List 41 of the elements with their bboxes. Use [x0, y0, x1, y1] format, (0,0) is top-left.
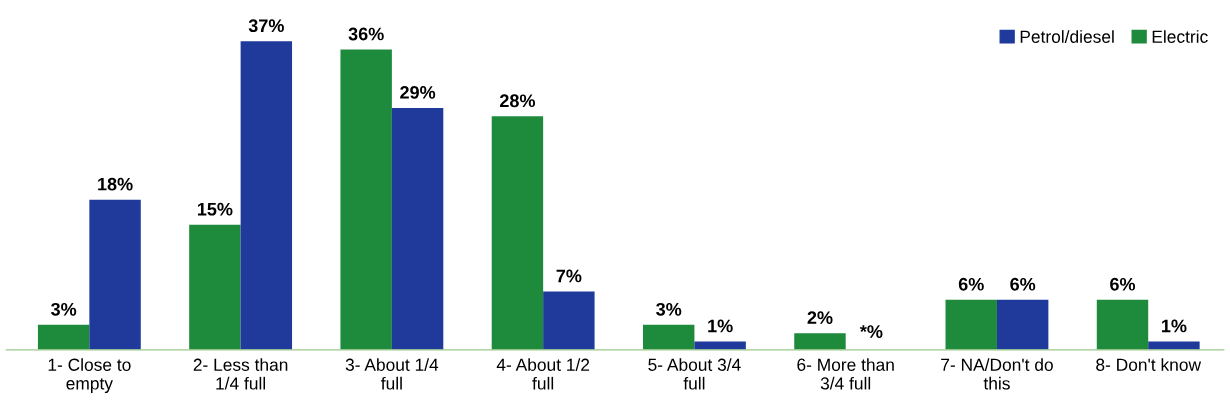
data-label: 6% — [1010, 277, 1036, 291]
data-label: 28% — [499, 94, 536, 108]
bar — [240, 41, 293, 350]
bar — [1148, 341, 1200, 350]
data-label: 2% — [807, 311, 833, 324]
data-label: 29% — [400, 86, 436, 99]
bar — [37, 324, 90, 350]
x-tick-label: 3- About 1/4 full — [345, 358, 439, 390]
x-tick-label: 6- More than 3/4 full — [797, 358, 894, 390]
data-label: 36% — [348, 27, 384, 41]
x-tick-label: 4- About 1/2 full — [496, 358, 590, 390]
bar — [694, 341, 746, 350]
bar — [491, 116, 544, 350]
data-label: 37% — [248, 19, 284, 33]
bar — [996, 299, 1049, 350]
x-tick-label: 5- About 3/4 full — [648, 358, 741, 390]
annotation: *% — [859, 325, 883, 338]
bar — [89, 199, 141, 350]
data-label: 1% — [1162, 319, 1187, 333]
data-label: 15% — [197, 202, 233, 216]
data-label: 6% — [958, 277, 984, 291]
bar — [794, 333, 846, 350]
bar — [945, 299, 997, 350]
x-tick-label: 7- NA/Don't do this — [941, 358, 1053, 390]
data-label: 3% — [51, 302, 77, 316]
data-label: 3% — [656, 302, 682, 316]
bar — [543, 291, 595, 350]
x-tick-label: 8- Don't know — [1096, 358, 1202, 371]
bar — [189, 224, 241, 350]
x-tick-label: 2- Less than 1/4 full — [193, 358, 288, 390]
legend-label: Electric — [1152, 30, 1208, 43]
legend-label: Petrol/diesel — [1020, 30, 1114, 43]
x-tick-label: 1- Close to empty — [48, 358, 131, 394]
data-label: 18% — [98, 177, 133, 191]
bar — [391, 107, 444, 350]
data-label: 7% — [556, 269, 582, 283]
data-label: 1% — [708, 319, 733, 333]
bar — [340, 49, 392, 350]
bar — [1096, 299, 1149, 350]
data-label: 6% — [1110, 277, 1136, 291]
bar — [642, 324, 695, 350]
